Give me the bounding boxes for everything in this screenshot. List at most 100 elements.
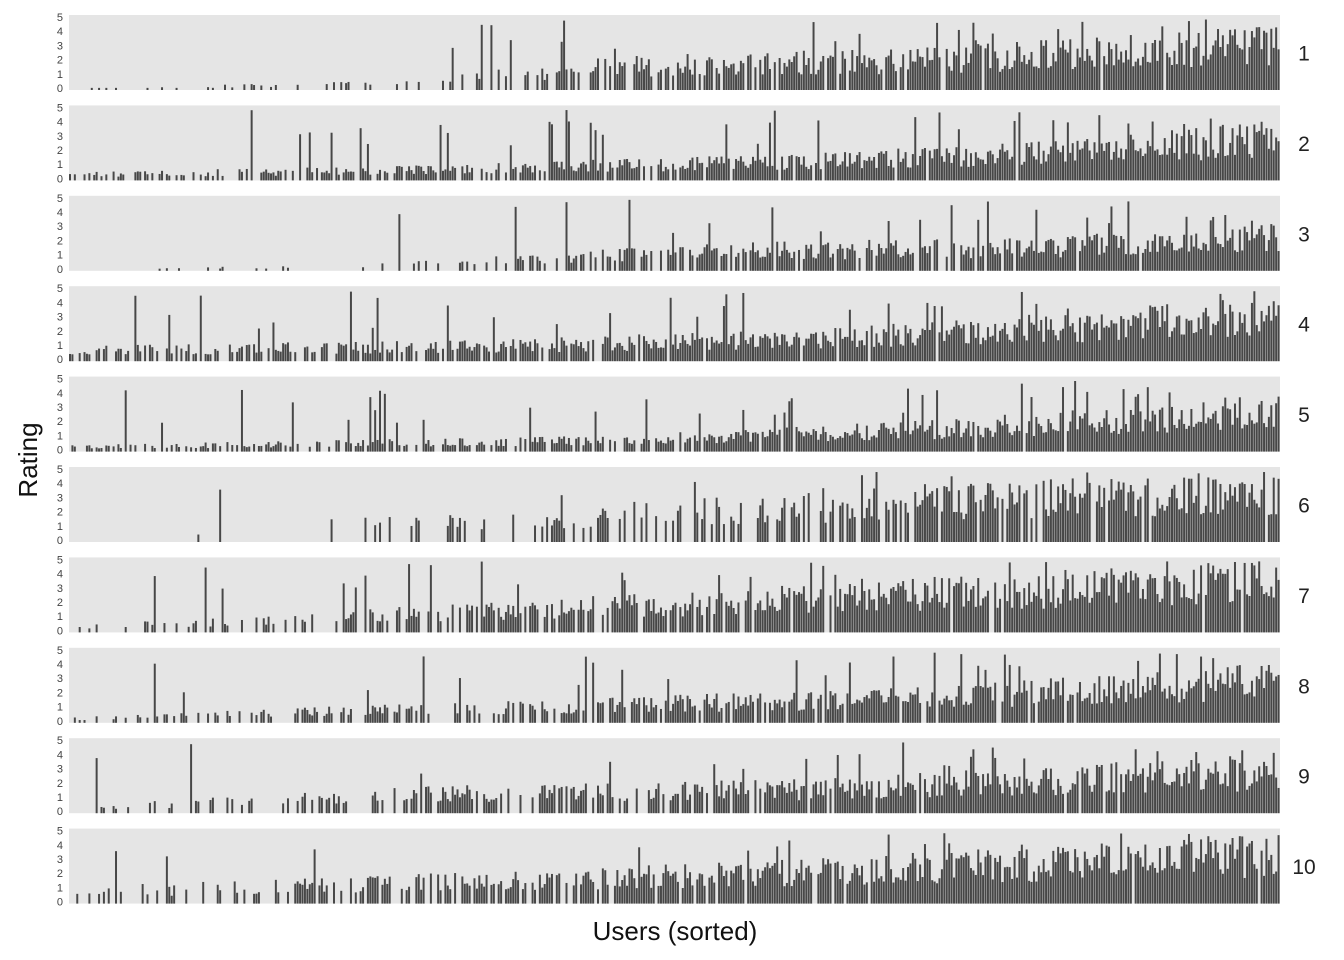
bar xyxy=(1178,774,1181,814)
bar xyxy=(974,686,977,723)
bar xyxy=(691,885,694,904)
bar xyxy=(1011,341,1014,362)
bar xyxy=(853,517,856,542)
bar xyxy=(1173,696,1176,723)
bar xyxy=(207,448,210,452)
bar xyxy=(737,345,740,362)
bar xyxy=(500,343,503,362)
bar xyxy=(628,443,631,452)
bar xyxy=(1013,324,1016,362)
bar xyxy=(238,348,241,362)
bar xyxy=(679,68,682,90)
bar xyxy=(1122,482,1125,542)
bar xyxy=(260,711,263,723)
bar xyxy=(802,156,805,181)
bar-series xyxy=(76,833,1280,904)
bar xyxy=(752,881,754,904)
bar xyxy=(977,665,980,723)
bar xyxy=(1166,432,1169,452)
bar xyxy=(325,170,328,181)
y-tick-label: 3 xyxy=(57,764,63,776)
bar xyxy=(1209,573,1212,633)
bar xyxy=(303,792,306,814)
bar xyxy=(76,893,79,904)
bar xyxy=(807,248,810,271)
bar xyxy=(735,709,738,723)
bar xyxy=(766,247,769,271)
bar xyxy=(597,517,599,542)
bar xyxy=(429,792,432,814)
bar xyxy=(742,879,745,904)
bar xyxy=(1202,402,1205,452)
bar xyxy=(713,614,716,633)
bar xyxy=(844,259,847,271)
bar xyxy=(703,247,706,271)
bar-series xyxy=(69,291,1280,362)
bar xyxy=(352,171,355,181)
bar xyxy=(488,606,490,633)
bar xyxy=(393,788,396,814)
bar xyxy=(88,893,91,904)
bar xyxy=(846,503,849,542)
bar xyxy=(119,447,122,452)
bar xyxy=(1025,778,1028,814)
bar xyxy=(759,878,762,904)
bar xyxy=(916,338,919,362)
bar xyxy=(219,890,222,904)
bar xyxy=(940,438,943,452)
bar xyxy=(1212,658,1215,723)
bar xyxy=(994,857,997,904)
bar xyxy=(652,797,655,814)
bar xyxy=(1265,670,1268,723)
bar xyxy=(1047,418,1050,452)
bar xyxy=(907,167,909,181)
bar xyxy=(408,345,411,362)
bar xyxy=(1178,159,1181,181)
bar xyxy=(892,586,895,633)
bar xyxy=(928,60,931,90)
bar xyxy=(480,529,483,542)
bar xyxy=(689,872,692,904)
bar xyxy=(1195,604,1198,633)
bar xyxy=(853,430,856,452)
bar xyxy=(253,85,256,90)
bar xyxy=(240,619,243,633)
bar xyxy=(565,345,568,362)
y-tick-label: 3 xyxy=(57,854,63,866)
bar xyxy=(466,165,469,181)
bar xyxy=(761,74,764,90)
bar xyxy=(112,446,115,452)
bar xyxy=(672,232,675,271)
bar xyxy=(405,444,408,452)
bar xyxy=(1078,251,1081,271)
bar xyxy=(701,786,704,814)
bar xyxy=(1221,247,1224,271)
bar xyxy=(800,432,803,452)
bar xyxy=(560,599,563,633)
bar xyxy=(1078,416,1081,452)
bar xyxy=(696,257,699,271)
bar xyxy=(587,871,590,904)
bar xyxy=(1158,155,1161,181)
bar xyxy=(778,344,781,362)
bar xyxy=(829,342,832,362)
bar xyxy=(553,618,556,633)
bar xyxy=(255,893,258,904)
bar xyxy=(672,520,675,542)
bar xyxy=(907,388,909,452)
bar xyxy=(541,68,544,90)
bar xyxy=(257,892,260,904)
bar xyxy=(1093,784,1096,814)
bar xyxy=(965,852,968,904)
bar xyxy=(686,695,689,723)
bar xyxy=(1139,598,1142,633)
bar xyxy=(805,64,808,90)
bar xyxy=(597,785,599,814)
bar xyxy=(262,618,265,633)
bar xyxy=(521,343,524,362)
bar xyxy=(274,349,277,362)
bar xyxy=(984,786,987,814)
bar xyxy=(1231,601,1234,633)
bar xyxy=(1156,872,1159,904)
bar xyxy=(1049,768,1052,814)
